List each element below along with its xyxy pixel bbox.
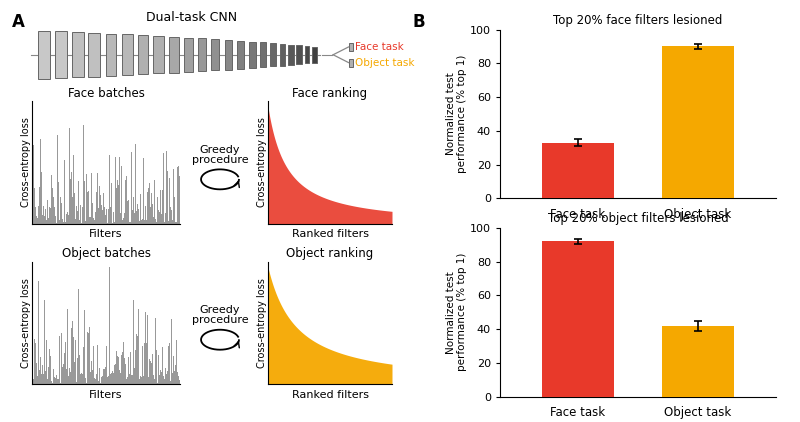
Bar [542,143,614,198]
Bar [238,41,244,69]
Bar [312,47,317,62]
Title: Face ranking: Face ranking [293,87,367,100]
Bar [71,32,83,77]
X-axis label: Ranked filters: Ranked filters [291,229,369,239]
Text: A: A [12,13,25,31]
Bar [169,37,178,73]
Bar [54,31,67,78]
Y-axis label: Cross-entropy loss: Cross-entropy loss [257,278,266,368]
X-axis label: Filters: Filters [90,390,122,400]
Bar [211,39,219,70]
Bar [260,42,266,67]
Text: Face task: Face task [355,42,404,52]
Y-axis label: Cross-entropy loss: Cross-entropy loss [21,118,30,207]
X-axis label: Filters: Filters [90,229,122,239]
Bar [288,45,294,65]
X-axis label: Ranked filters: Ranked filters [291,390,369,400]
Text: procedure: procedure [192,154,248,165]
Text: Object task: Object task [355,57,414,68]
Bar [305,46,310,63]
Bar [184,38,193,72]
Title: Top 20% object filters lesioned: Top 20% object filters lesioned [548,212,728,225]
Bar [122,35,133,75]
Bar [279,44,285,66]
Y-axis label: Normalized test
performance (% top 1): Normalized test performance (% top 1) [446,253,467,371]
Title: Object ranking: Object ranking [286,247,374,260]
Bar [106,34,116,76]
Text: Dual-task CNN: Dual-task CNN [146,11,237,24]
Bar [138,35,148,74]
Bar [662,46,734,198]
Text: procedure: procedure [192,315,248,325]
Title: Face batches: Face batches [67,87,145,100]
Title: Top 20% face filters lesioned: Top 20% face filters lesioned [554,14,722,27]
Bar [270,43,276,66]
Text: Greedy: Greedy [200,145,240,155]
Bar [198,38,206,71]
Bar [249,41,255,68]
Title: Object batches: Object batches [62,247,150,260]
Text: B: B [412,13,425,31]
Y-axis label: Normalized test
performance (% top 1): Normalized test performance (% top 1) [446,55,467,173]
Y-axis label: Cross-entropy loss: Cross-entropy loss [21,278,30,368]
Y-axis label: Cross-entropy loss: Cross-entropy loss [257,118,266,207]
Bar [225,40,233,70]
Bar [296,46,302,64]
Bar [542,241,614,397]
Bar [88,33,100,77]
Bar [154,36,163,73]
Bar [349,43,353,51]
Bar [662,326,734,397]
Bar [38,30,50,79]
Bar [349,59,353,67]
Text: Greedy: Greedy [200,305,240,315]
